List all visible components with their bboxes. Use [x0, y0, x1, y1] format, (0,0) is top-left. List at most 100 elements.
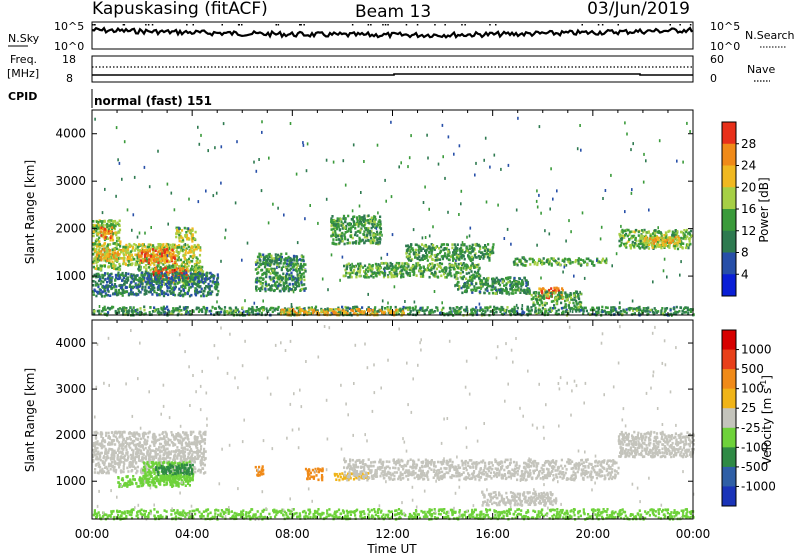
power-cell [180, 276, 183, 280]
power-cell [513, 277, 516, 280]
power-cell [521, 289, 524, 292]
power-cell [95, 272, 98, 276]
power-cell [374, 306, 377, 309]
power-cell [366, 308, 369, 311]
power-cell [151, 261, 154, 265]
power-cell [528, 257, 531, 261]
power-cell [101, 276, 105, 280]
power-cell [575, 310, 578, 313]
power-cell [263, 271, 266, 275]
power-cell [196, 257, 199, 261]
power-cell [668, 229, 671, 233]
power-cell [377, 268, 380, 271]
power-cell [113, 292, 117, 296]
power-cell [585, 257, 588, 261]
power-cell [95, 284, 98, 287]
power-cell [553, 259, 556, 262]
power-cell [455, 252, 458, 255]
power-cell [373, 220, 376, 224]
power-cell [190, 275, 193, 278]
power-cell [505, 276, 508, 280]
power-cell [367, 268, 370, 272]
power-cell [382, 267, 386, 271]
power-cell [597, 308, 600, 311]
power-cell [495, 288, 498, 292]
power-cell [560, 291, 563, 294]
power-cell [92, 265, 95, 269]
power-cell [180, 240, 183, 243]
power-cell [99, 278, 102, 281]
power-cell [557, 295, 560, 298]
power-cell [647, 306, 650, 310]
power-cell [268, 260, 271, 263]
power-cell [668, 246, 671, 249]
power-cell [408, 246, 411, 249]
power-cell [514, 291, 517, 294]
power-cell [660, 246, 663, 250]
power-cell [102, 247, 105, 251]
power-cell [285, 262, 288, 265]
power-cell [267, 262, 270, 265]
power-cell [474, 255, 477, 259]
power-cell [164, 282, 167, 286]
power-cell [684, 310, 687, 314]
noise-search-point [367, 24, 370, 26]
power-cell [582, 259, 585, 262]
power-cell [182, 253, 185, 257]
power-cell [155, 282, 158, 285]
power-cell [550, 264, 553, 267]
power-cell [108, 226, 111, 229]
power-cell [514, 257, 517, 261]
power-cell [254, 268, 257, 271]
power-cell [609, 309, 613, 312]
power-cell [123, 283, 126, 286]
power-cell [363, 223, 366, 227]
power-cell [193, 244, 196, 247]
power-cell [521, 310, 524, 313]
power-cell [273, 276, 276, 280]
power-cell [634, 238, 637, 242]
power-cell [296, 264, 299, 267]
power-cell [568, 301, 571, 304]
power-cell [567, 260, 570, 263]
power-cell [192, 237, 195, 240]
power-cell [417, 261, 420, 265]
power-cell [118, 224, 121, 227]
power-cell [553, 304, 556, 307]
power-cell [656, 236, 659, 239]
power-cell [523, 290, 526, 294]
power-cell [224, 310, 227, 314]
power-cell [259, 307, 262, 310]
power-cell [504, 311, 508, 314]
power-cell [168, 264, 171, 267]
power-cell [471, 310, 474, 313]
power-cell [384, 307, 387, 310]
power-cell [369, 241, 372, 245]
power-cell [262, 261, 265, 264]
power-cell [106, 222, 109, 226]
power-cell [106, 237, 109, 240]
power-cell [262, 262, 265, 266]
power-cell [386, 264, 389, 268]
power-cell [358, 312, 361, 315]
power-cell [460, 286, 463, 290]
power-cell [220, 307, 223, 311]
power-cell [273, 309, 276, 312]
power-cell [373, 307, 376, 311]
power-cell [389, 264, 392, 268]
power-cell [421, 273, 425, 276]
power-cell [438, 262, 442, 265]
power-cell [176, 282, 179, 285]
power-cell [358, 242, 361, 245]
power-cell [272, 306, 275, 310]
power-cell [261, 278, 264, 281]
power-cell [278, 282, 281, 286]
power-cell [117, 311, 121, 314]
power-cell [141, 261, 144, 264]
power-cell [491, 291, 495, 295]
power-cell [479, 247, 482, 251]
power-cell [417, 249, 420, 252]
power-cell [162, 307, 165, 310]
power-cell [462, 275, 465, 279]
power-cell [672, 232, 675, 235]
